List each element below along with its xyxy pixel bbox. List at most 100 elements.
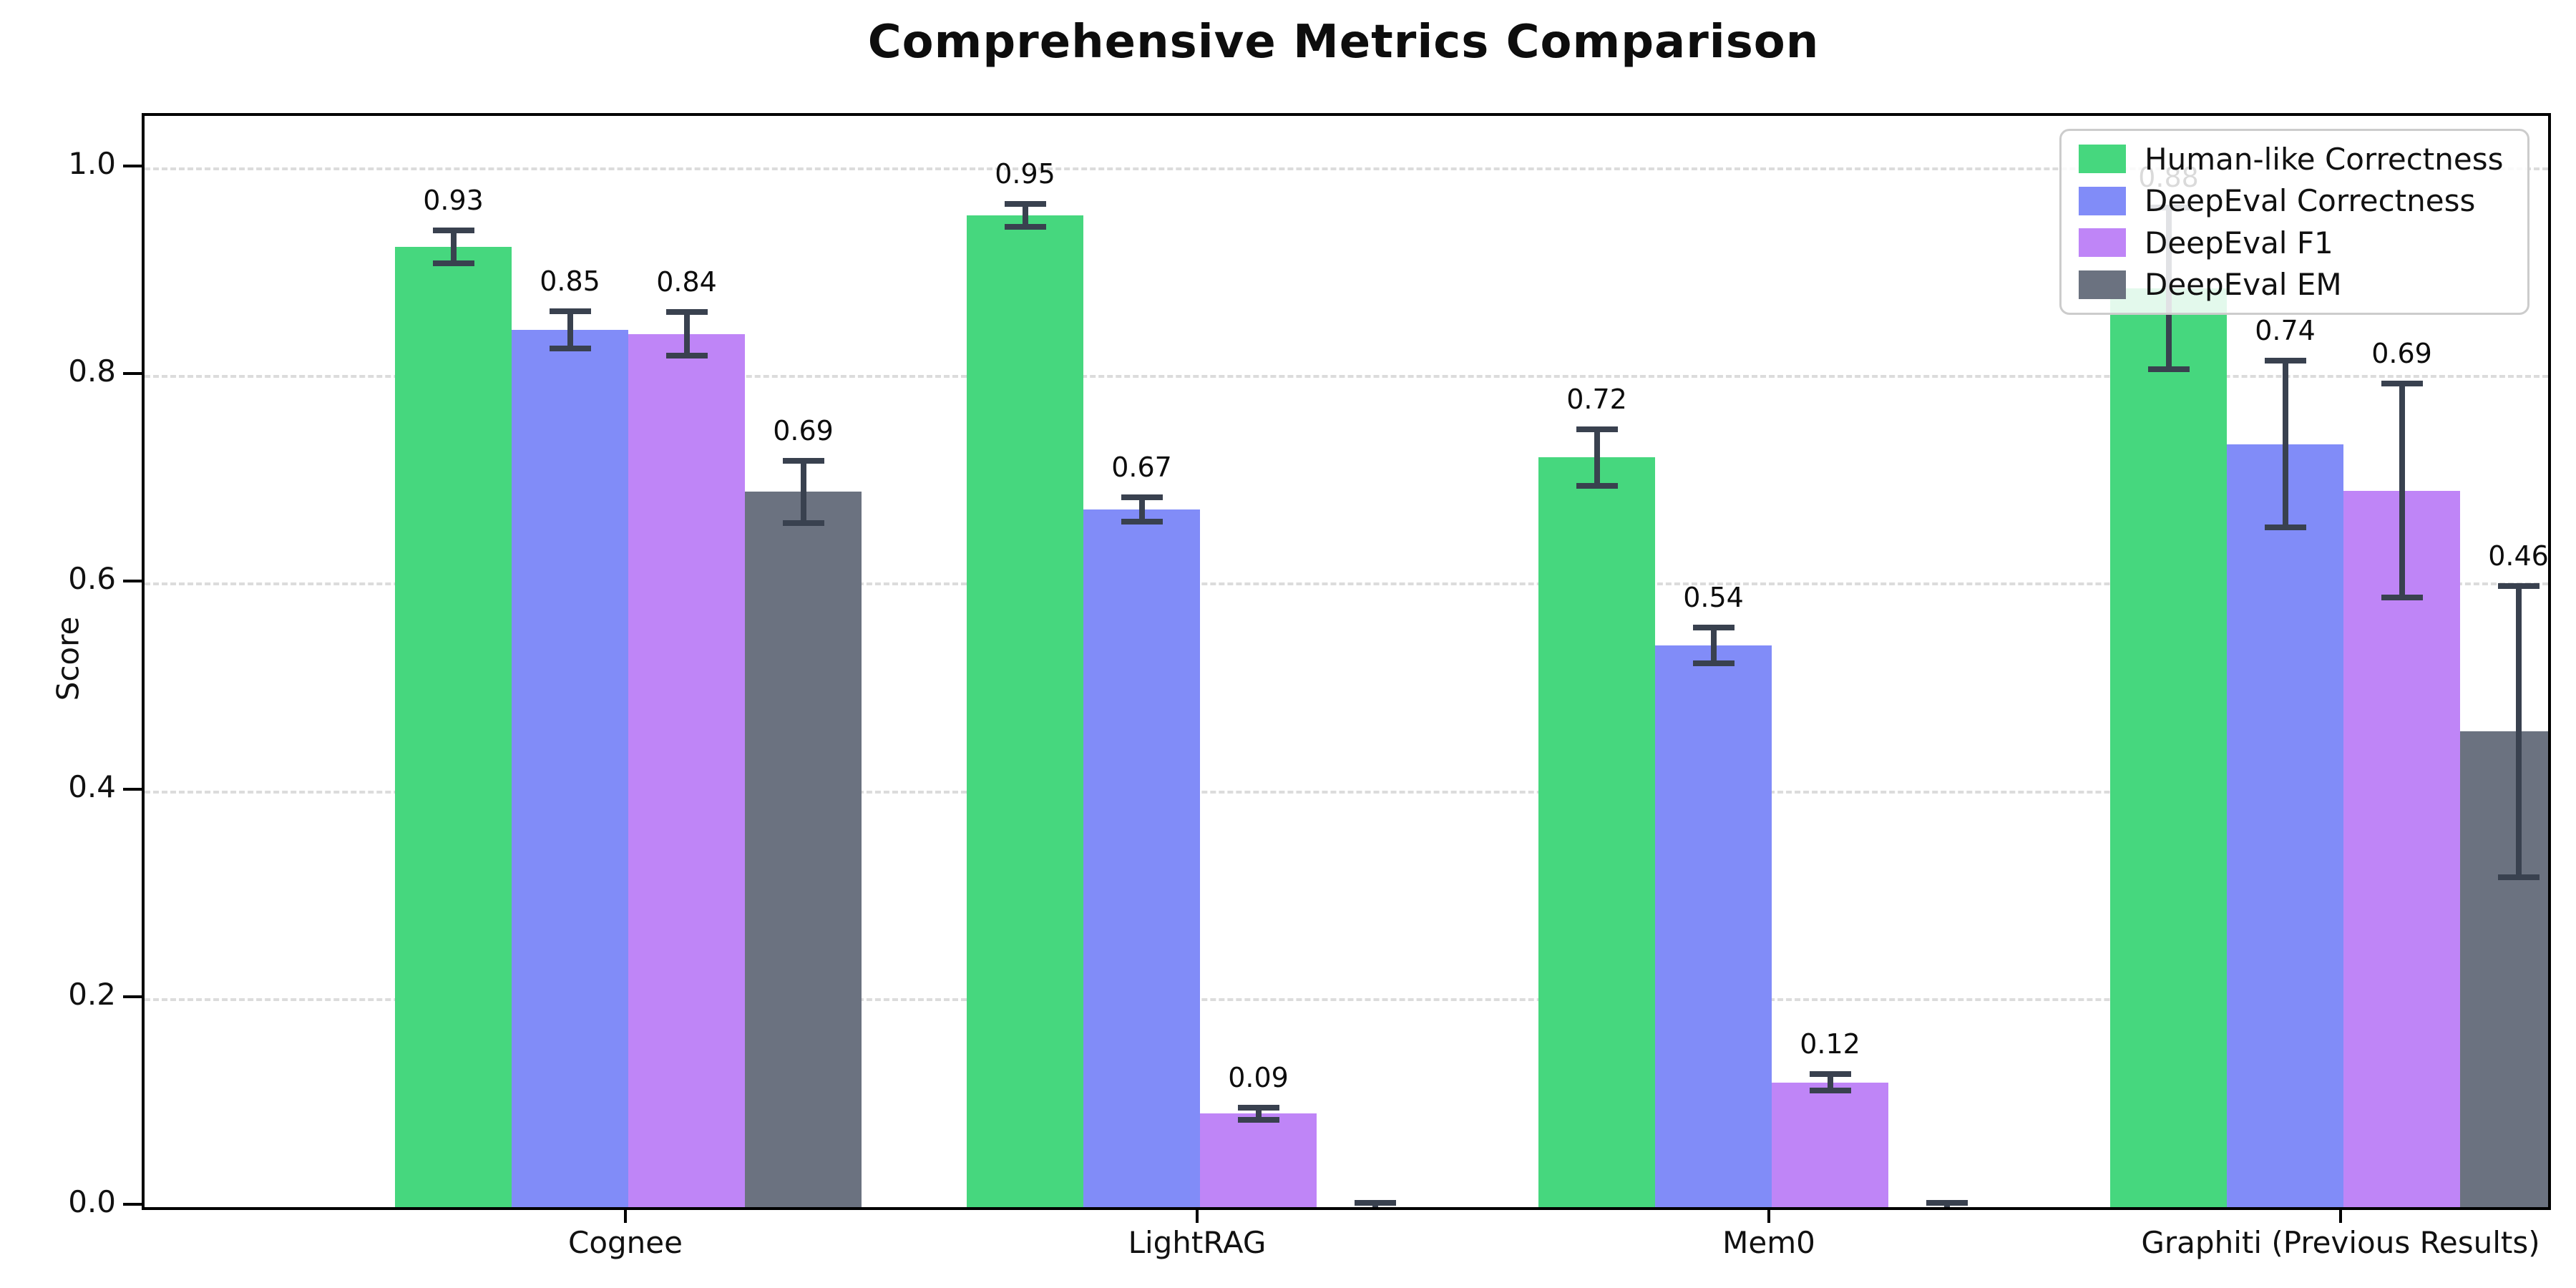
bar-DeepEval Correctness-Cognee <box>512 329 628 1207</box>
y-tick-label: 0.6 <box>68 561 116 597</box>
bar-DeepEval EM-Graphiti (Previous Results) <box>2460 731 2548 1207</box>
gridline-0.4 <box>145 790 2548 794</box>
error-bar <box>800 460 806 523</box>
x-tick-mark <box>624 1207 627 1223</box>
gridline-0.2 <box>145 997 2548 1001</box>
bar-value-label: 0.84 <box>656 266 717 298</box>
y-tick-label: 0.2 <box>68 976 116 1012</box>
chart-title: Comprehensive Metrics Comparison <box>867 16 1820 69</box>
y-tick-label: 1.0 <box>68 146 116 181</box>
legend-swatch <box>2079 186 2126 215</box>
bar-DeepEval Correctness-Graphiti (Previous Results) <box>2227 444 2343 1207</box>
bar-value-label: 0.85 <box>540 265 600 297</box>
x-tick-mark <box>1196 1207 1199 1223</box>
bar-value-label: 0.95 <box>995 158 1055 190</box>
error-bar-cap-top <box>549 308 591 314</box>
error-bar <box>2399 384 2405 598</box>
bar-value-label: 0.93 <box>423 184 484 216</box>
error-bar-cap-bottom <box>2147 366 2190 373</box>
bar-Human-like Correctness-Cognee <box>395 246 512 1207</box>
bar-DeepEval Correctness-LightRAG <box>1083 509 1200 1207</box>
legend: Human-like Correctness DeepEval Correctne… <box>2059 129 2529 315</box>
error-bar <box>1022 204 1028 228</box>
error-bar-cap-bottom <box>432 260 474 267</box>
error-bar-cap-bottom <box>1809 1088 1851 1094</box>
y-tick-mark-0.2 <box>123 995 142 998</box>
bar-value-label: 0.12 <box>1800 1028 1860 1060</box>
legend-item-label: DeepEval EM <box>2145 267 2342 303</box>
y-tick-mark-1.0 <box>123 165 142 167</box>
error-bar <box>683 312 690 356</box>
error-bar-cap-bottom <box>665 353 708 359</box>
error-bar-cap-top <box>1237 1104 1279 1111</box>
error-bar-cap-top <box>2264 358 2306 364</box>
error-bar-cap-top <box>665 309 708 316</box>
bar-value-label: 0.54 <box>1683 582 1744 614</box>
legend-item-label: DeepEval F1 <box>2145 225 2333 260</box>
x-tick-label: Graphiti (Previous Results) <box>2141 1225 2540 1260</box>
legend-item-label: DeepEval Correctness <box>2145 183 2476 219</box>
bar-value-label: 0.67 <box>1111 451 1172 483</box>
error-bar-cap-top <box>782 457 824 464</box>
error-bar <box>1255 1107 1262 1121</box>
y-tick-label: 0.0 <box>68 1184 116 1219</box>
error-bar-cap-top <box>1004 201 1046 208</box>
gridline-0.8 <box>145 375 2548 379</box>
bar-value-label: 0.69 <box>773 414 834 447</box>
error-bar-cap-bottom <box>549 346 591 352</box>
error-bar-cap-top <box>1809 1071 1851 1078</box>
error-bar <box>450 230 457 264</box>
legend-item: DeepEval F1 <box>2079 225 2510 260</box>
error-bar-cap-top <box>1576 426 1618 433</box>
bar-DeepEval F1-Mem0 <box>1772 1082 1888 1207</box>
legend-swatch <box>2079 270 2126 299</box>
error-bar <box>1594 429 1600 486</box>
error-bar-cap-bottom <box>2381 595 2423 601</box>
gridline-0.6 <box>145 582 2548 586</box>
bar-DeepEval Correctness-Mem0 <box>1655 645 1772 1207</box>
error-bar-cap-top <box>432 227 474 233</box>
bar-value-label: 0.09 <box>1228 1061 1289 1093</box>
error-bar-cap-top <box>1354 1200 1396 1206</box>
bar-Human-like Correctness-LightRAG <box>967 215 1083 1207</box>
bar-DeepEval F1-Cognee <box>628 333 745 1207</box>
bar-value-label: 0.72 <box>1566 384 1627 416</box>
legend-item: Human-like Correctness <box>2079 142 2510 177</box>
x-tick-mark <box>1767 1207 1770 1223</box>
x-tick-label: LightRAG <box>1128 1225 1267 1260</box>
error-bar <box>1710 628 1717 663</box>
error-bar-cap-top <box>1692 625 1735 631</box>
error-bar <box>2282 361 2288 527</box>
error-bar-cap-bottom <box>1576 482 1618 489</box>
y-tick-mark-0.6 <box>123 580 142 583</box>
error-bar-cap-top <box>1926 1200 1968 1206</box>
y-tick-mark-0.0 <box>123 1203 142 1206</box>
error-bar-cap-bottom <box>1692 660 1735 666</box>
legend-item: DeepEval EM <box>2079 267 2510 302</box>
bar-DeepEval F1-LightRAG <box>1200 1113 1317 1207</box>
legend-item: DeepEval Correctness <box>2079 183 2510 218</box>
legend-swatch <box>2079 228 2126 258</box>
error-bar-cap-bottom <box>1237 1117 1279 1123</box>
error-bar-cap-top <box>2381 381 2423 387</box>
y-tick-mark-0.4 <box>123 787 142 791</box>
error-bar <box>1827 1074 1833 1091</box>
legend-item-label: Human-like Correctness <box>2145 141 2504 177</box>
x-tick-label: Mem0 <box>1722 1225 1815 1260</box>
bar-value-label: 0.46 <box>2488 540 2549 572</box>
error-bar <box>567 311 573 349</box>
bar-DeepEval EM-Cognee <box>745 492 862 1207</box>
gridline-1.0 <box>145 167 2548 170</box>
bar-DeepEval F1-Graphiti (Previous Results) <box>2343 490 2460 1207</box>
error-bar-cap-top <box>2497 583 2540 590</box>
error-bar <box>2515 586 2522 877</box>
error-bar-cap-bottom <box>2497 874 2540 880</box>
error-bar-cap-bottom <box>1004 224 1046 230</box>
error-bar <box>1138 497 1145 522</box>
y-tick-label: 0.8 <box>68 353 116 389</box>
y-tick-label: 0.4 <box>68 769 116 804</box>
bar-Human-like Correctness-Graphiti (Previous Results) <box>2110 288 2227 1207</box>
error-bar-cap-bottom <box>1121 519 1163 525</box>
bar-value-label: 0.69 <box>2371 338 2432 370</box>
